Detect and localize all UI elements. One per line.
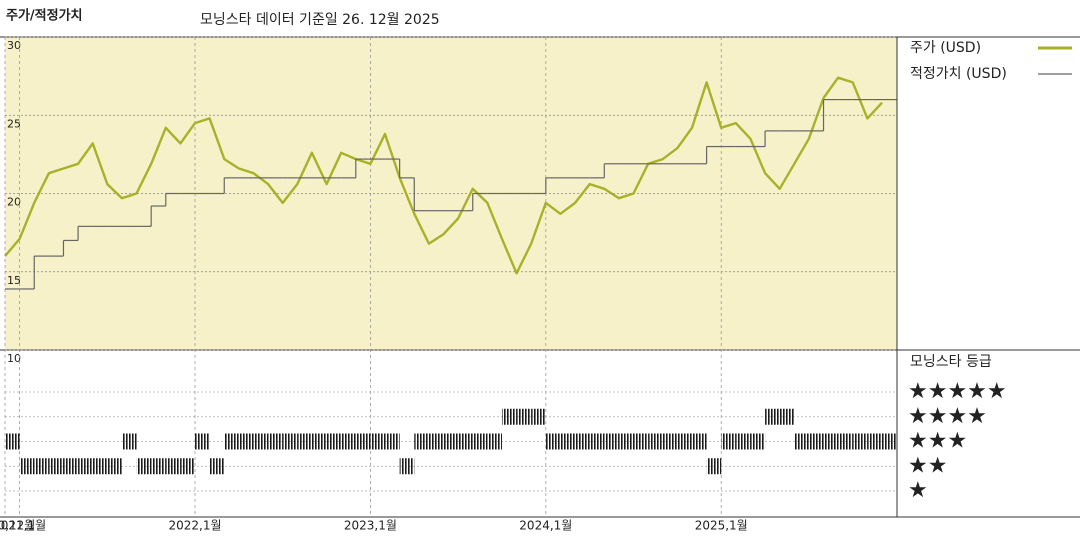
rating-bar [516, 408, 532, 425]
rating-bar [867, 433, 882, 450]
rating-bar [808, 433, 824, 450]
rating-bar [735, 433, 751, 450]
rating-bar [706, 458, 722, 475]
rating-bar [852, 433, 868, 450]
rating-level-label: ★★ [908, 453, 947, 478]
chart-subtitle: 모닝스타 데이터 기준일 26. 12월 2025 [200, 12, 440, 28]
rating-bar [648, 433, 663, 450]
rating-level-label: ★★★ [908, 429, 967, 454]
x-tick-label: 2024,1월 [519, 519, 572, 533]
x-tick-label: 2025,1월 [695, 519, 748, 533]
rating-bar [721, 433, 736, 450]
rating-bar [414, 433, 429, 450]
rating-bar [589, 433, 605, 450]
rating-bar [531, 408, 546, 425]
rating-level-label: ★ [908, 478, 928, 503]
y-tick-label: 30 [7, 39, 21, 52]
x-tick-label: 2020,12월 [0, 519, 35, 533]
x-tick-label: 2023,1월 [344, 519, 397, 533]
y-tick-label: 25 [7, 117, 21, 130]
legend-label: 주가 (USD) [910, 40, 981, 56]
chart-title: 주가/적정가치 [6, 8, 83, 24]
rating-bar [370, 433, 386, 450]
x-tick-label: 2022,1월 [169, 519, 222, 533]
x-tick-label: 2021,1월 [0, 519, 46, 533]
rating-bar [253, 433, 269, 450]
rating-bar [48, 458, 64, 475]
plot-layer: 10 15 20 25 30 2020,12월2021,1월 2022,1월 2023,1월 2… [0, 36, 1080, 533]
rating-bar [78, 458, 93, 475]
rating-bar [399, 458, 415, 475]
rating-bar [107, 458, 122, 475]
rating-bar [297, 433, 312, 450]
rating-bar [341, 433, 356, 450]
rating-bar [165, 458, 181, 475]
rating-bar [458, 433, 473, 450]
rating-bar [882, 433, 897, 450]
rating-bar [765, 408, 780, 425]
rating-bar [19, 458, 35, 475]
rating-bar [750, 433, 766, 450]
y-tick-label: 15 [7, 274, 21, 287]
rating-bar [63, 458, 79, 475]
rating-bar [180, 458, 196, 475]
rating-bar [633, 433, 649, 450]
rating-bar [618, 433, 634, 450]
rating-bar [677, 433, 692, 450]
rating-bar [355, 433, 371, 450]
rating-level-label: ★★★★★ [908, 379, 1007, 404]
rating-bar [691, 433, 707, 450]
rating-bar [5, 433, 20, 450]
rating-bar [136, 458, 152, 475]
legend-label: 적정가치 (USD) [910, 66, 1007, 82]
rating-bar [487, 433, 502, 450]
rating-bar [823, 433, 839, 450]
rating-bar [604, 433, 619, 450]
rating-bar [501, 408, 517, 425]
rating-bar [545, 433, 561, 450]
rating-bar [224, 433, 239, 450]
rating-bar [443, 433, 459, 450]
rating-bar [268, 433, 283, 450]
rating-bar [121, 433, 137, 450]
y-tick-label: 10 [7, 352, 21, 365]
rating-bar [472, 433, 488, 450]
rating-bar [794, 433, 809, 450]
rating-bar [575, 433, 590, 450]
rating-bar [34, 458, 49, 475]
price-line [4, 76, 883, 275]
rating-bar [428, 433, 444, 450]
rating-bar [385, 433, 400, 450]
rating-level-label: ★★★★ [908, 404, 987, 429]
rating-bar [560, 433, 576, 450]
rating-bar [311, 433, 327, 450]
rating-title: 모닝스타 등급 [910, 354, 992, 370]
rating-bar [282, 433, 298, 450]
rating-bar [838, 433, 853, 450]
y-tick-label: 20 [7, 196, 21, 209]
rating-bar [92, 458, 108, 475]
rating-bar [195, 433, 210, 450]
rating-bar [209, 458, 225, 475]
rating-bar [238, 433, 254, 450]
rating-bar [779, 408, 795, 425]
rating-bar [151, 458, 166, 475]
rating-bar [662, 433, 678, 450]
rating-bar [326, 433, 342, 450]
